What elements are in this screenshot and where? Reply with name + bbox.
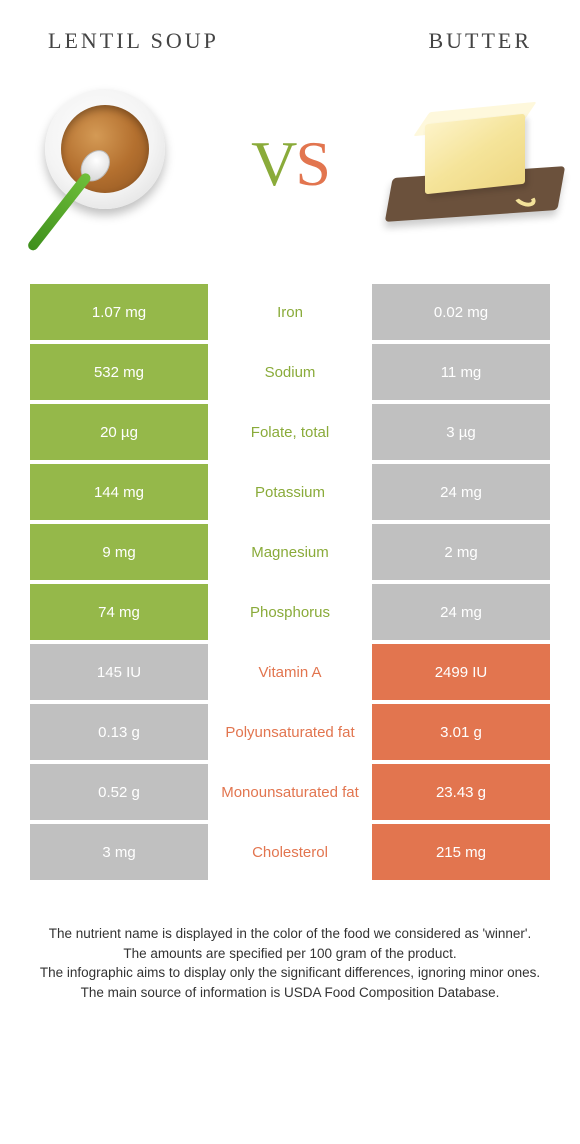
table-row: 0.13 gPolyunsaturated fat3.01 g (30, 704, 550, 760)
value-left: 20 µg (30, 404, 208, 460)
table-row: 1.07 mgIron0.02 mg (30, 284, 550, 340)
value-left: 532 mg (30, 344, 208, 400)
value-left: 74 mg (30, 584, 208, 640)
value-right: 0.02 mg (372, 284, 550, 340)
value-left: 1.07 mg (30, 284, 208, 340)
vs-label: VS (251, 127, 329, 201)
nutrient-label: Vitamin A (208, 644, 372, 700)
value-right: 215 mg (372, 824, 550, 880)
value-right: 3.01 g (372, 704, 550, 760)
nutrient-label: Monounsaturated fat (208, 764, 372, 820)
title-left: LENTIL SOUP (48, 28, 219, 54)
value-left: 3 mg (30, 824, 208, 880)
butter-image (390, 84, 550, 244)
nutrient-label: Iron (208, 284, 372, 340)
value-right: 24 mg (372, 584, 550, 640)
footer-line: The amounts are specified per 100 gram o… (34, 944, 546, 964)
table-row: 145 IUVitamin A2499 IU (30, 644, 550, 700)
nutrient-label: Polyunsaturated fat (208, 704, 372, 760)
title-right: BUTTER (428, 28, 532, 54)
hero-row: VS (0, 64, 580, 284)
vs-v: V (251, 128, 295, 199)
table-row: 144 mgPotassium24 mg (30, 464, 550, 520)
table-row: 20 µgFolate, total3 µg (30, 404, 550, 460)
value-left: 144 mg (30, 464, 208, 520)
value-right: 2 mg (372, 524, 550, 580)
comparison-table: 1.07 mgIron0.02 mg532 mgSodium11 mg20 µg… (0, 284, 580, 880)
value-right: 3 µg (372, 404, 550, 460)
value-right: 24 mg (372, 464, 550, 520)
value-left: 0.13 g (30, 704, 208, 760)
footer-line: The main source of information is USDA F… (34, 983, 546, 1003)
table-row: 9 mgMagnesium2 mg (30, 524, 550, 580)
nutrient-label: Folate, total (208, 404, 372, 460)
value-left: 145 IU (30, 644, 208, 700)
value-right: 11 mg (372, 344, 550, 400)
nutrient-label: Phosphorus (208, 584, 372, 640)
lentil-soup-image (30, 84, 190, 244)
value-right: 23.43 g (372, 764, 550, 820)
nutrient-label: Magnesium (208, 524, 372, 580)
value-left: 0.52 g (30, 764, 208, 820)
value-right: 2499 IU (372, 644, 550, 700)
nutrient-label: Cholesterol (208, 824, 372, 880)
value-left: 9 mg (30, 524, 208, 580)
footer-line: The nutrient name is displayed in the co… (34, 924, 546, 944)
table-row: 532 mgSodium11 mg (30, 344, 550, 400)
nutrient-label: Potassium (208, 464, 372, 520)
footer-notes: The nutrient name is displayed in the co… (0, 884, 580, 1002)
vs-s: S (295, 128, 329, 199)
table-row: 0.52 gMonounsaturated fat23.43 g (30, 764, 550, 820)
table-row: 74 mgPhosphorus24 mg (30, 584, 550, 640)
header: LENTIL SOUP BUTTER (0, 0, 580, 64)
footer-line: The infographic aims to display only the… (34, 963, 546, 983)
nutrient-label: Sodium (208, 344, 372, 400)
table-row: 3 mgCholesterol215 mg (30, 824, 550, 880)
